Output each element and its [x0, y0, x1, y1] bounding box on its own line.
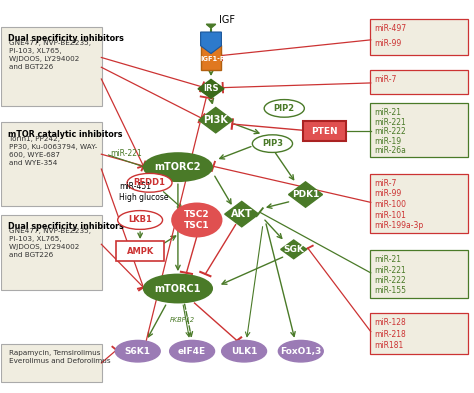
Ellipse shape: [278, 340, 323, 362]
FancyBboxPatch shape: [370, 103, 468, 156]
FancyBboxPatch shape: [116, 241, 164, 261]
Polygon shape: [199, 107, 233, 133]
Text: AMPK: AMPK: [127, 247, 154, 256]
Text: miR-7: miR-7: [374, 75, 397, 84]
Ellipse shape: [170, 340, 215, 362]
Text: Dual specificity inhibitors: Dual specificity inhibitors: [8, 34, 124, 43]
FancyBboxPatch shape: [370, 250, 468, 298]
FancyBboxPatch shape: [1, 27, 102, 106]
FancyBboxPatch shape: [1, 215, 102, 290]
Ellipse shape: [127, 173, 172, 192]
Polygon shape: [225, 201, 259, 227]
Ellipse shape: [264, 99, 304, 117]
Text: Torin1, PP242,
PP30, Ku-0063794, WAY-
600, WYE-687
and WYE-354: Torin1, PP242, PP30, Ku-0063794, WAY- 60…: [9, 136, 97, 166]
Ellipse shape: [172, 203, 222, 237]
Text: miR-100: miR-100: [374, 200, 407, 209]
FancyBboxPatch shape: [1, 123, 102, 206]
Text: miR-21: miR-21: [374, 108, 401, 118]
Ellipse shape: [115, 340, 160, 362]
Polygon shape: [201, 32, 221, 53]
Text: IGF: IGF: [219, 15, 235, 25]
Text: GNE477, NVP-BEZ235,
PI-103, XL765,
WJDOOS, LY294002
and BGT226: GNE477, NVP-BEZ235, PI-103, XL765, WJDOO…: [9, 228, 91, 258]
Text: miR-222: miR-222: [374, 276, 406, 285]
FancyBboxPatch shape: [370, 313, 468, 354]
Text: SGK: SGK: [283, 245, 304, 254]
Ellipse shape: [144, 153, 212, 181]
Text: miR-155: miR-155: [374, 286, 407, 295]
Text: miR181: miR181: [374, 342, 404, 351]
Text: FoxO1,3: FoxO1,3: [280, 347, 321, 356]
Text: PIP3: PIP3: [262, 139, 283, 148]
Text: mTOR catalytic inhibitors: mTOR catalytic inhibitors: [8, 130, 122, 139]
Text: miR-21: miR-21: [374, 255, 401, 264]
Text: PIP2: PIP2: [273, 104, 295, 113]
Ellipse shape: [118, 211, 163, 230]
Text: miR-451: miR-451: [119, 182, 151, 191]
Text: miR-128: miR-128: [374, 318, 406, 327]
Text: miR-221: miR-221: [374, 266, 406, 275]
Text: FKBP12: FKBP12: [170, 317, 195, 323]
Text: miR-19: miR-19: [374, 137, 401, 145]
Text: PDK1: PDK1: [292, 190, 319, 199]
Polygon shape: [281, 240, 307, 259]
Text: eIF4E: eIF4E: [178, 347, 206, 356]
Text: AKT: AKT: [231, 209, 253, 219]
Text: LKB1: LKB1: [128, 215, 152, 224]
Ellipse shape: [252, 135, 292, 152]
Text: miR-222: miR-222: [374, 127, 406, 136]
Text: miR-218: miR-218: [374, 330, 406, 339]
FancyBboxPatch shape: [303, 121, 346, 141]
Polygon shape: [289, 182, 322, 207]
Text: miR-26a: miR-26a: [374, 146, 406, 155]
Text: High glucose: High glucose: [119, 193, 168, 202]
FancyBboxPatch shape: [370, 70, 468, 94]
Text: mTORC2: mTORC2: [155, 162, 201, 172]
Text: miR-99: miR-99: [374, 189, 402, 198]
Polygon shape: [198, 79, 224, 98]
Text: GNE477, NVP-BEZ235,
PI-103, XL765,
WJDOOS, LY294002
and BGT226: GNE477, NVP-BEZ235, PI-103, XL765, WJDOO…: [9, 40, 91, 70]
Text: miR-221: miR-221: [110, 149, 142, 158]
Text: miR-101: miR-101: [374, 211, 406, 220]
Text: Dual specificity inhibitors: Dual specificity inhibitors: [8, 222, 124, 231]
Text: miR-497: miR-497: [374, 24, 407, 33]
FancyBboxPatch shape: [1, 344, 102, 382]
Text: miR-7: miR-7: [374, 179, 397, 188]
Text: miR-99: miR-99: [374, 39, 402, 48]
Text: PI3K: PI3K: [203, 115, 228, 125]
FancyBboxPatch shape: [370, 19, 468, 55]
Text: REDD1: REDD1: [134, 178, 165, 187]
Text: miR-221: miR-221: [374, 118, 406, 127]
Text: miR-199a-3p: miR-199a-3p: [374, 221, 424, 230]
Text: IRS: IRS: [203, 84, 219, 93]
Text: IGF1-R: IGF1-R: [201, 57, 226, 62]
FancyBboxPatch shape: [201, 45, 221, 70]
Text: ULK1: ULK1: [231, 347, 257, 356]
Text: TSC2
TSC1: TSC2 TSC1: [184, 210, 210, 230]
Text: mTORC1: mTORC1: [155, 283, 201, 294]
Text: S6K1: S6K1: [125, 347, 151, 356]
Text: PTEN: PTEN: [311, 127, 338, 136]
Ellipse shape: [144, 274, 212, 303]
Text: Rapamycin, Temsirolimus
Everolimus and Deforolimus: Rapamycin, Temsirolimus Everolimus and D…: [9, 350, 110, 364]
Polygon shape: [206, 24, 216, 28]
FancyBboxPatch shape: [370, 174, 468, 233]
Ellipse shape: [222, 340, 266, 362]
